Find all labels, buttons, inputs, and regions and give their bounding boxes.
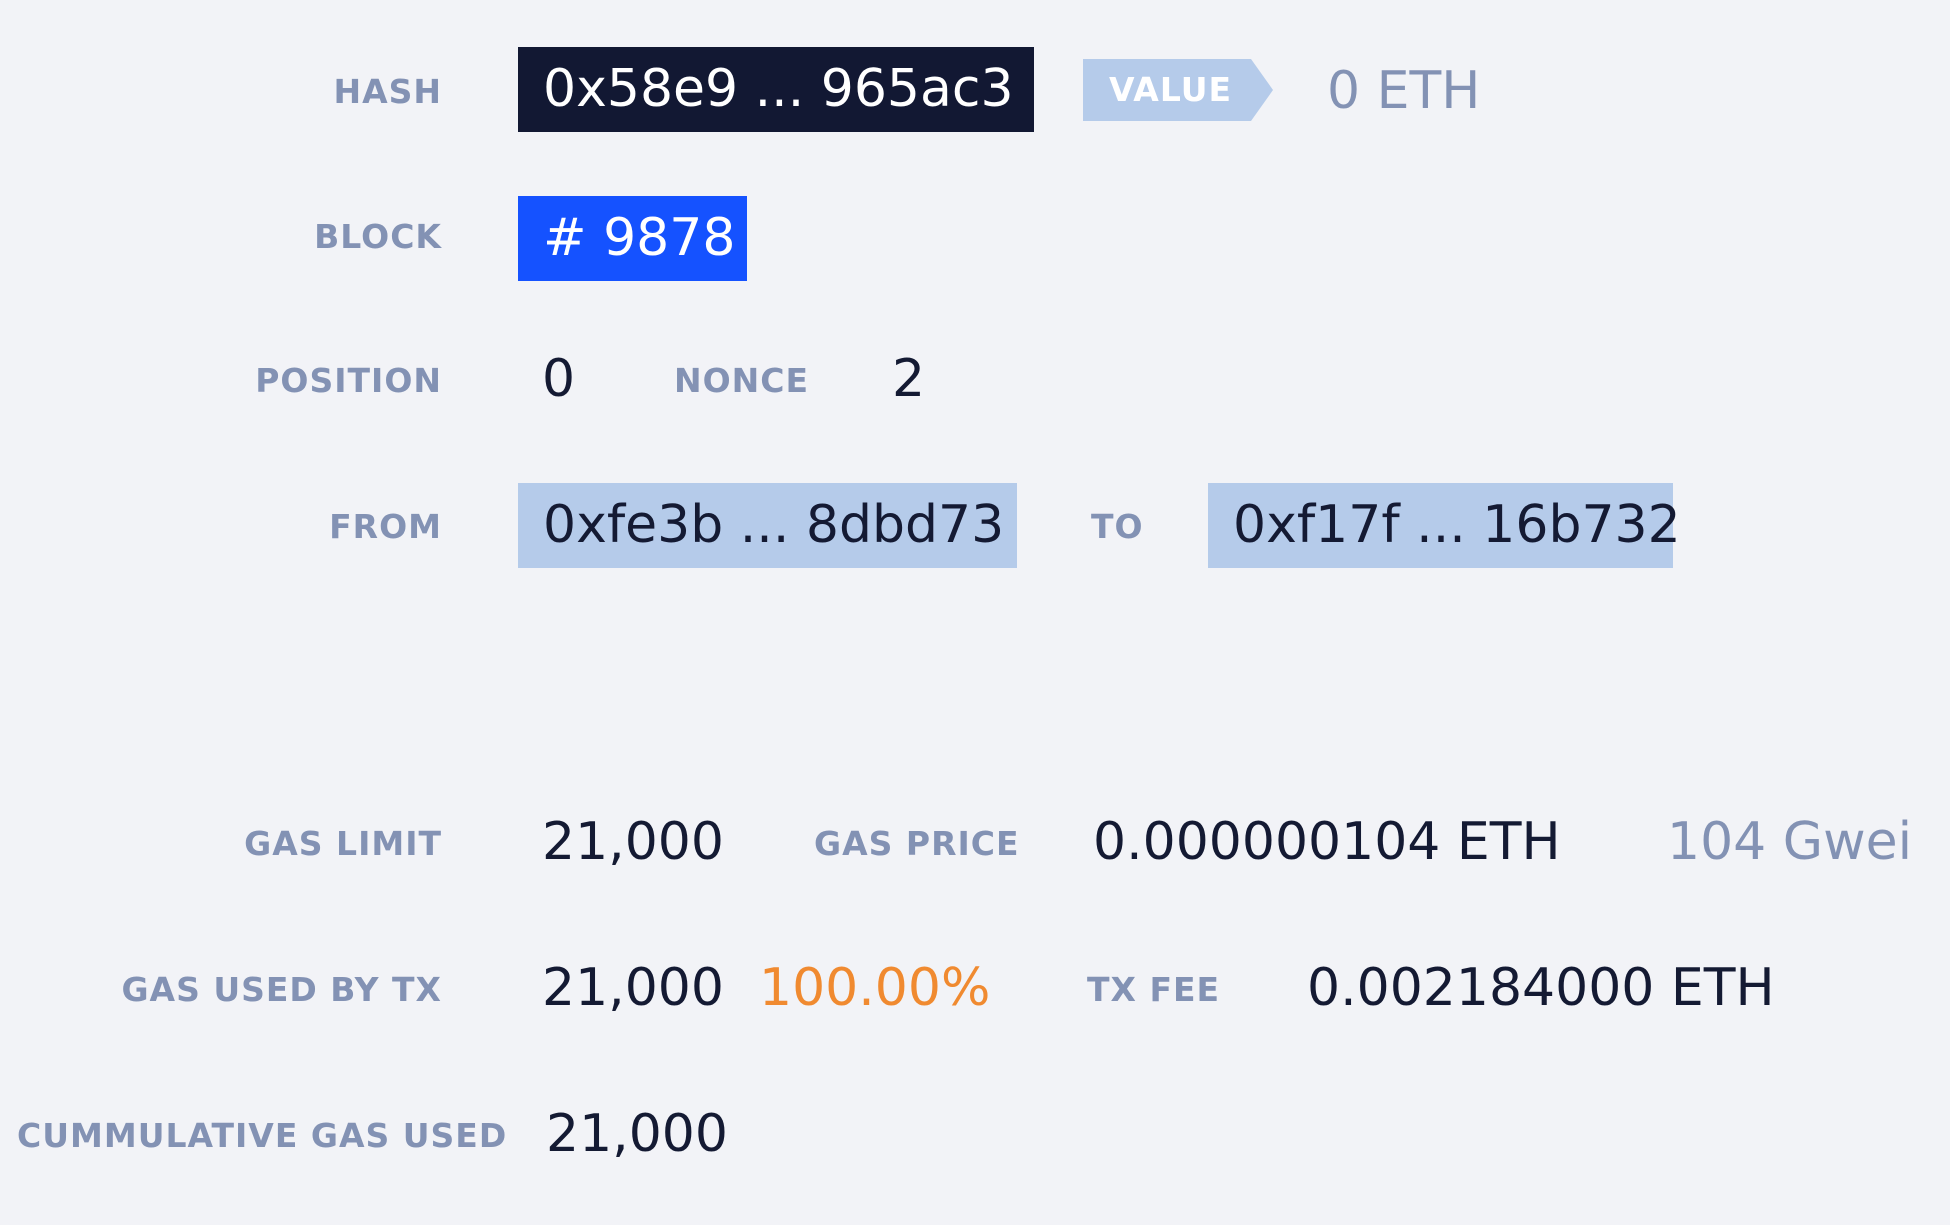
value-tag-shape [1083, 59, 1273, 121]
cumulative-gas-value: 21,000 [546, 1104, 728, 1164]
from-address-link[interactable]: 0xfe3b ... 8dbd73 [518, 483, 1017, 568]
gas-limit-value: 21,000 [542, 812, 724, 872]
from-label: FROM [329, 507, 442, 546]
gas-limit-label: GAS LIMIT [244, 824, 442, 863]
value-amount: 0 ETH [1327, 61, 1481, 121]
value-tag: VALUE [1083, 59, 1273, 121]
gas-used-value: 21,000 [542, 958, 724, 1018]
hash-value: 0x58e9 ... 965ac3 [543, 59, 1014, 119]
gas-price-label: GAS PRICE [814, 824, 1020, 863]
hash-chip[interactable]: 0x58e9 ... 965ac3 [518, 47, 1034, 132]
nonce-label: NONCE [674, 361, 810, 400]
gas-price-eth: 0.000000104 ETH [1093, 812, 1561, 872]
nonce-value: 2 [892, 349, 926, 409]
to-address-link[interactable]: 0xf17f ... 16b732 [1208, 483, 1681, 568]
block-label: BLOCK [314, 217, 442, 256]
cumulative-gas-label: CUMMULATIVE GAS USED [17, 1116, 508, 1155]
block-value: # 9878 [543, 208, 736, 268]
block-link[interactable]: # 9878 [518, 196, 747, 281]
value-label: VALUE [1109, 70, 1233, 109]
gas-used-label: GAS USED BY TX [121, 970, 442, 1009]
tx-fee-value: 0.002184000 ETH [1307, 958, 1775, 1018]
position-label: POSITION [255, 361, 442, 400]
hash-label: HASH [333, 72, 442, 111]
to-address: 0xf17f ... 16b732 [1233, 495, 1681, 555]
tx-fee-label: TX FEE [1087, 970, 1221, 1009]
from-address: 0xfe3b ... 8dbd73 [543, 495, 1005, 555]
gas-used-percent: 100.00% [759, 958, 991, 1018]
gas-price-gwei: 104 Gwei [1667, 812, 1913, 872]
position-value: 0 [542, 349, 576, 409]
to-label: TO [1091, 507, 1144, 546]
